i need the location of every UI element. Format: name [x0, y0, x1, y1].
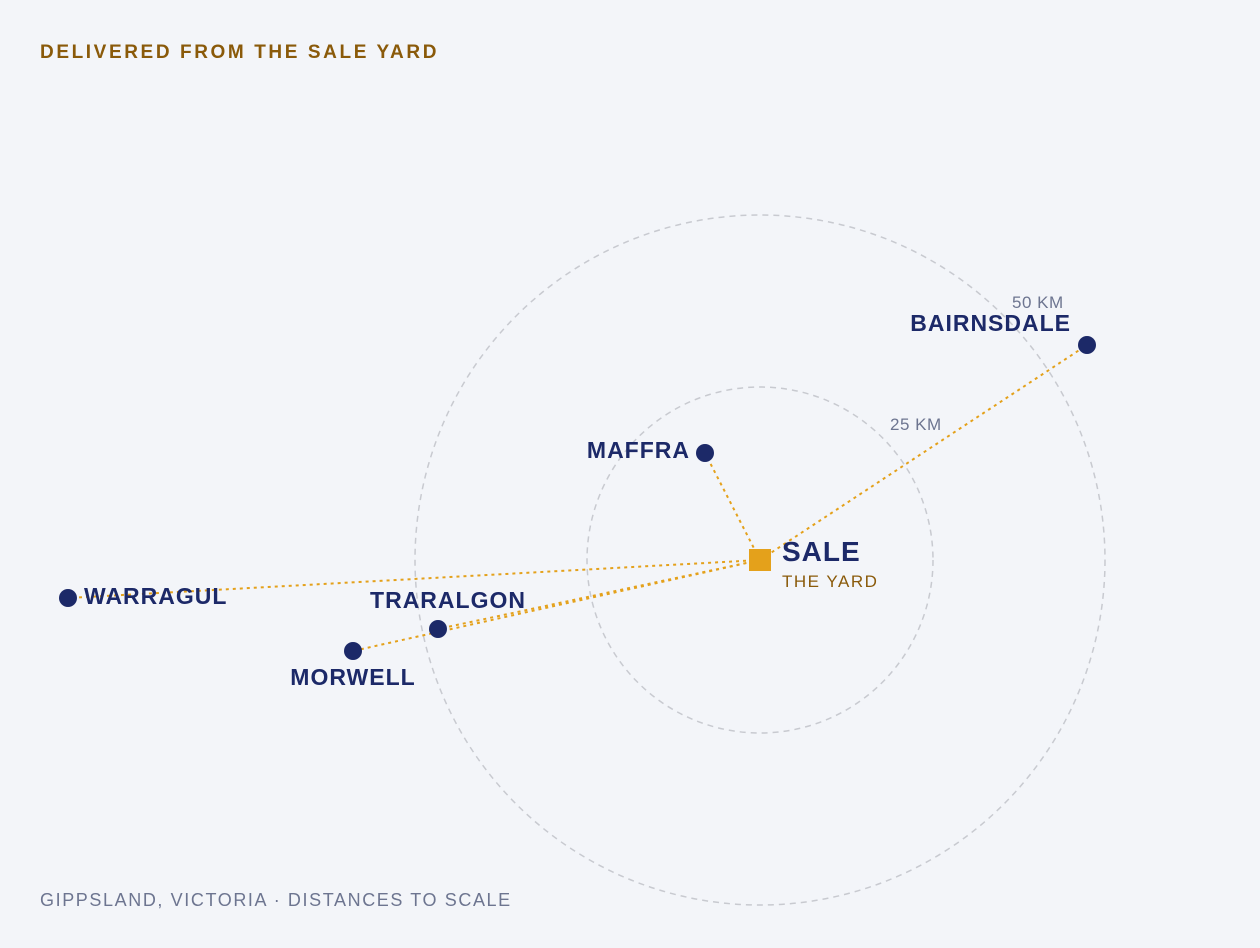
route-lines	[67, 344, 1088, 652]
ring-25km-label: 25 KM	[890, 415, 942, 434]
route-bairnsdale	[759, 344, 1088, 561]
town-traralgon[interactable]: TRARALGON	[370, 587, 526, 638]
town-morwell[interactable]: MORWELL	[290, 642, 415, 690]
map-footer-note: GIPPSLAND, VICTORIA · DISTANCES TO SCALE	[40, 890, 512, 910]
town-label-warragul: WARRAGUL	[84, 583, 227, 609]
town-label-morwell: MORWELL	[290, 664, 415, 690]
town-marker-bairnsdale[interactable]	[1078, 336, 1096, 354]
town-maffra[interactable]: MAFFRA	[587, 437, 714, 463]
ring-25km	[586, 386, 934, 734]
ring-50km-label: 50 KM	[1012, 293, 1064, 312]
route-traralgon	[437, 559, 761, 630]
town-marker-warragul[interactable]	[59, 589, 77, 607]
town-label-bairnsdale: BAIRNSDALE	[910, 310, 1071, 336]
town-warragul[interactable]: WARRAGUL	[59, 583, 227, 609]
ring-50km	[414, 214, 1106, 906]
town-marker-maffra[interactable]	[696, 444, 714, 462]
hub-sale[interactable]: SALE THE YARD	[749, 536, 878, 591]
hub-subtitle: THE YARD	[782, 572, 878, 591]
town-marker-morwell[interactable]	[344, 642, 362, 660]
town-label-traralgon: TRARALGON	[370, 587, 526, 613]
map-heading: DELIVERED FROM THE SALE YARD	[40, 42, 440, 63]
town-marker-traralgon[interactable]	[429, 620, 447, 638]
route-maffra	[704, 452, 761, 561]
town-label-maffra: MAFFRA	[587, 437, 690, 463]
hub-name: SALE	[782, 536, 861, 567]
hub-marker[interactable]	[749, 549, 771, 571]
town-bairnsdale[interactable]: BAIRNSDALE	[910, 310, 1096, 354]
